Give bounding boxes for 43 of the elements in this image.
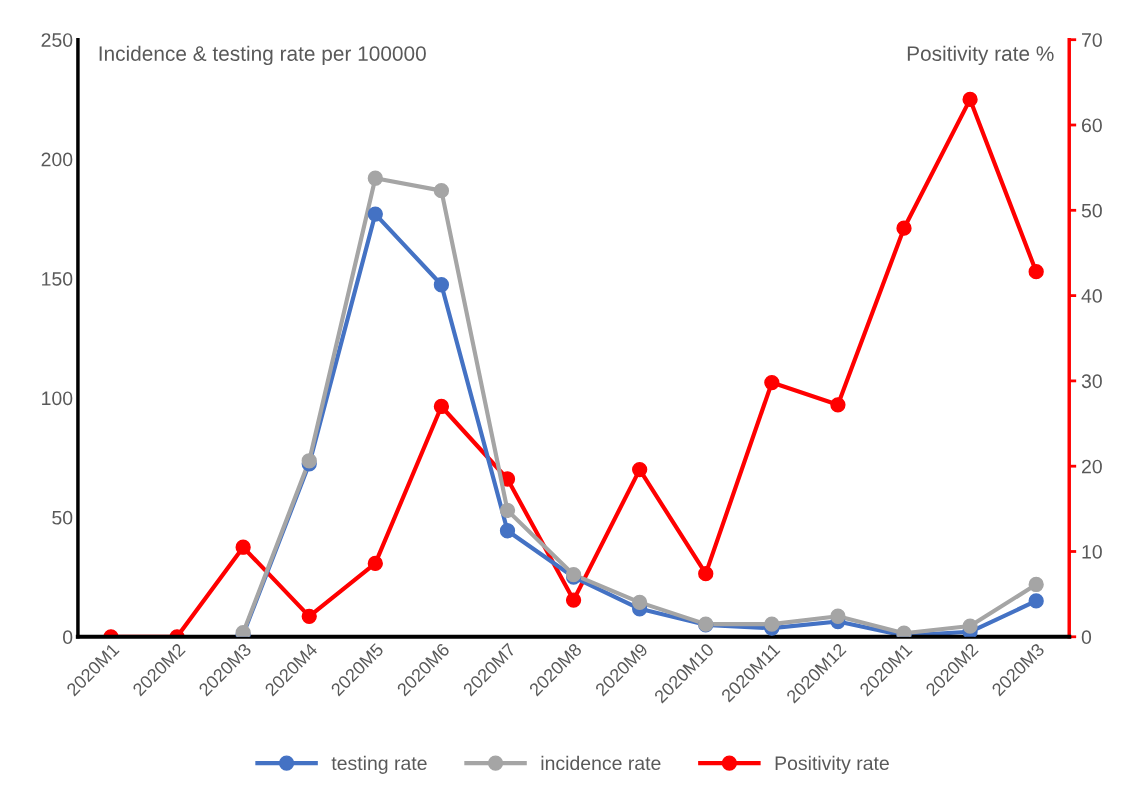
- y-tick-label: 100: [42, 391, 73, 406]
- y2-tick-label: 70: [1082, 33, 1102, 47]
- point: [830, 397, 846, 413]
- point: [698, 566, 714, 582]
- point: [433, 398, 450, 415]
- y2-tick-label: 50: [1081, 203, 1102, 218]
- point: [301, 608, 317, 624]
- y-tick-label: 200: [41, 152, 73, 167]
- y2-tick-label: 40: [1081, 289, 1102, 303]
- point: [896, 220, 912, 236]
- point: [764, 616, 780, 632]
- y2-tick-label: 10: [1082, 544, 1102, 559]
- y-tick-label: 50: [52, 510, 73, 525]
- y-axis-title: Incidence & testing rate per 100000: [99, 45, 426, 66]
- point: [499, 523, 516, 539]
- y-tick-label: 250: [41, 33, 73, 47]
- point: [962, 91, 978, 108]
- legend-label: incidence rate: [541, 755, 661, 771]
- point: [433, 277, 450, 293]
- point: [1028, 593, 1044, 609]
- point: [632, 461, 648, 478]
- point: [433, 183, 450, 199]
- y2-tick-label: 30: [1081, 374, 1102, 389]
- y2-axis-title: Positivity rate %: [907, 45, 1054, 66]
- legend-label: testing rate: [331, 755, 427, 774]
- y-tick-label: 0: [63, 630, 73, 645]
- point: [367, 555, 383, 572]
- point: [962, 618, 978, 634]
- y2-tick-label: 60: [1082, 118, 1102, 133]
- point: [367, 170, 383, 186]
- point: [565, 592, 582, 608]
- legend-label: Positivity rate: [775, 755, 889, 774]
- point: [830, 608, 846, 624]
- y-tick-label: 150: [42, 272, 73, 286]
- point: [1028, 264, 1044, 280]
- point: [632, 594, 648, 611]
- y2-tick-label: 0: [1081, 630, 1092, 645]
- y2-tick-label: 20: [1082, 459, 1102, 474]
- point: [367, 206, 383, 222]
- point: [235, 539, 251, 555]
- point: [499, 502, 516, 519]
- point: [764, 374, 780, 391]
- point: [1028, 576, 1044, 593]
